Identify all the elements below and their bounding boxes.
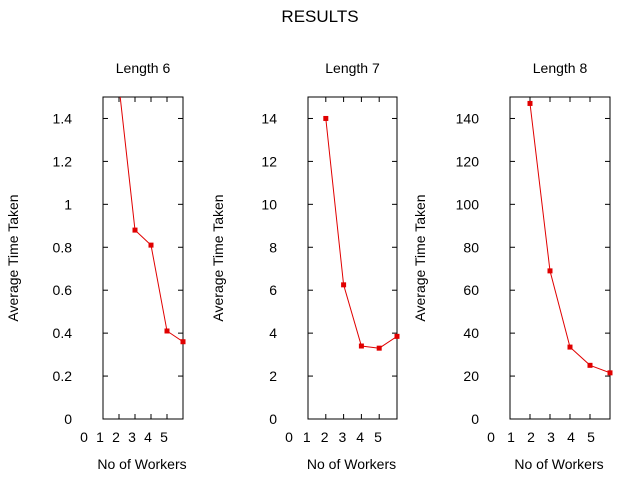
data-point (323, 115, 329, 121)
x-tick-label: 0 (487, 429, 495, 445)
subplot-1: Length 600.20.40.60.811.21.40 1 2 3 4 5No of … (5, 60, 187, 472)
x-tick-label: 0 (80, 429, 88, 445)
y-tick-label: 0 (471, 411, 479, 427)
series-line (325, 118, 397, 349)
x-tick-label: 2 (527, 429, 535, 445)
y-tick-label: 10 (261, 196, 277, 212)
y-tick-label: 0 (64, 411, 72, 427)
x-tick-label: 4 (356, 429, 364, 445)
y-tick-label: 0.4 (53, 325, 73, 341)
subplots: Length 600.20.40.60.811.21.40 1 2 3 4 5No of … (5, 60, 613, 472)
x-tick-label: 3 (547, 429, 555, 445)
figure-title: RESULTS (281, 7, 358, 26)
x-tick-label: 5 (374, 429, 382, 445)
y-tick-label: 2 (269, 368, 277, 384)
plot-frame (102, 96, 184, 420)
y-tick-label: 0 (269, 411, 277, 427)
data-point (358, 343, 364, 349)
data-point (164, 328, 170, 334)
x-tick-label: 1 (303, 429, 311, 445)
data-point (376, 345, 382, 351)
data-point (547, 268, 553, 274)
y-tick-label: 20 (463, 368, 479, 384)
data-point (527, 100, 533, 106)
y-tick-label: 40 (463, 325, 479, 341)
plot-frame (509, 96, 611, 420)
data-point (180, 339, 186, 345)
data-point (587, 362, 593, 368)
y-axis-label: Average Time Taken (5, 194, 21, 321)
y-axis-label: Average Time Taken (412, 194, 428, 321)
y-tick-label: 12 (261, 153, 277, 169)
y-tick-label: 0.8 (53, 239, 73, 255)
x-axis-label: No of Workers (514, 456, 603, 472)
x-tick-label: 0 (285, 429, 293, 445)
x-tick-label: 1 (507, 429, 515, 445)
x-axis-label: No of Workers (307, 456, 396, 472)
y-tick-label: 140 (456, 110, 480, 126)
y-tick-label: 6 (269, 282, 277, 298)
x-tick-label: 4 (567, 429, 575, 445)
x-tick-label: 1 (96, 429, 104, 445)
x-tick-label: 3 (339, 429, 347, 445)
y-tick-label: 8 (269, 239, 277, 255)
plot-frame (307, 96, 398, 420)
x-tick-label: 2 (321, 429, 329, 445)
x-tick-label: 3 (128, 429, 136, 445)
data-point (148, 242, 154, 248)
y-tick-label: 80 (463, 239, 479, 255)
data-point (341, 282, 347, 288)
y-tick-label: 100 (456, 196, 480, 212)
data-point (607, 370, 613, 376)
x-tick-label: 2 (112, 429, 120, 445)
x-tick-label: 5 (160, 429, 168, 445)
y-tick-label: 4 (269, 325, 277, 341)
subplot-title: Length 6 (116, 60, 171, 76)
x-tick-label: 4 (144, 429, 152, 445)
subplot-title: Length 7 (325, 60, 380, 76)
y-tick-label: 14 (261, 110, 277, 126)
y-tick-label: 1 (64, 196, 72, 212)
data-point (394, 333, 400, 339)
y-tick-label: 0.6 (53, 282, 73, 298)
y-axis-label: Average Time Taken (210, 194, 226, 321)
y-tick-label: 120 (456, 153, 480, 169)
y-tick-label: 60 (463, 282, 479, 298)
x-axis-label: No of Workers (97, 456, 186, 472)
data-point (567, 344, 573, 350)
data-point (132, 227, 138, 233)
subplot-title: Length 8 (533, 60, 588, 76)
y-tick-label: 1.4 (53, 110, 73, 126)
series-line (119, 97, 183, 343)
series-line (529, 103, 610, 374)
y-tick-label: 1.2 (53, 153, 73, 169)
x-tick-label: 5 (587, 429, 595, 445)
y-tick-label: 0.2 (53, 368, 73, 384)
